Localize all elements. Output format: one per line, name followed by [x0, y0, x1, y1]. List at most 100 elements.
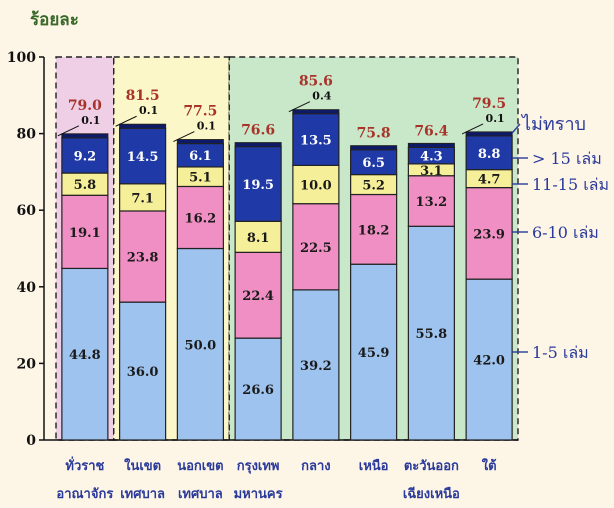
category-label-2-b: เทศบาล	[178, 487, 223, 502]
bar-seg-0-5	[350, 263, 398, 441]
bar-seg-3-1	[119, 127, 167, 185]
bar-seg-2-1	[119, 183, 167, 212]
bar-label-1-6: 13.2	[416, 195, 448, 210]
category-label-0-a: ทั่วราช	[65, 456, 104, 474]
bar-seg-3-0	[61, 137, 109, 174]
bar-seg-1-3	[234, 251, 282, 339]
bar-label-1-4: 22.5	[300, 241, 332, 256]
bar-label-0-4: 39.2	[300, 359, 332, 374]
total-label-4: 85.6	[299, 74, 333, 90]
bar-seg-3-7	[465, 135, 513, 171]
bar-cap-4	[292, 109, 340, 115]
total-label-1: 81.5	[126, 88, 160, 104]
bar-label-1-1: 23.8	[127, 251, 159, 266]
bar-cap-6	[407, 142, 455, 148]
category-label-0-b: อาณาจักร	[56, 487, 113, 502]
bar-label-0-2: 50.0	[185, 338, 217, 353]
bar-label-2-3: 8.1	[247, 231, 270, 246]
bar-seg-1-6	[407, 175, 455, 227]
bar-seg-0-0	[61, 267, 109, 441]
bar-cap-5	[350, 145, 398, 151]
bar-seg-2-4	[292, 164, 340, 205]
legend-label-0: 1-5 เล่ม	[532, 343, 589, 362]
category-label-1-a: ในเขต	[124, 457, 161, 474]
legend-label-3: > 15 เล่ม	[532, 149, 602, 168]
bar-label-2-2: 5.1	[189, 171, 212, 186]
bar-seg-1-2	[176, 185, 224, 250]
bar-label-0-6: 55.8	[416, 327, 448, 342]
total-label-2: 77.5	[183, 104, 217, 120]
y-tick-label-100: 100	[7, 50, 36, 66]
bar-label-3-1: 14.5	[127, 150, 159, 165]
bar-label-0-0: 44.8	[69, 348, 101, 363]
bar-label-2-5: 5.2	[362, 179, 385, 194]
bar-label-2-1: 7.1	[131, 191, 154, 206]
y-tick-label-80: 80	[17, 127, 37, 143]
y-tick-label-60: 60	[17, 203, 37, 219]
total-label-0: 79.0	[68, 98, 102, 114]
unknown-label-7: 0.1	[486, 112, 505, 125]
category-label-2-a: นอกเขต	[177, 459, 223, 474]
total-label-3: 76.6	[241, 123, 275, 139]
bar-seg-0-3	[234, 337, 282, 441]
legend-label-2: 11-15 เล่ม	[532, 175, 609, 194]
bar-seg-1-0	[61, 194, 109, 270]
y-tick-label-40: 40	[17, 280, 37, 296]
bar-seg-0-2	[176, 247, 224, 441]
unknown-label-0: 0.1	[81, 114, 100, 127]
y-axis-title: ร้อยละ	[30, 10, 79, 30]
unknown-leader-2	[173, 131, 195, 143]
bar-cap-0	[61, 133, 109, 139]
bar-label-2-0: 5.8	[74, 178, 97, 193]
bar-label-2-7: 4.7	[478, 173, 501, 188]
unknown-leader-4	[288, 101, 311, 113]
bar-label-0-1: 36.0	[127, 365, 159, 380]
unknown-label-2: 0.1	[197, 120, 216, 133]
bar-label-0-3: 26.6	[242, 383, 274, 398]
bar-seg-2-3	[234, 220, 282, 253]
bar-seg-1-1	[119, 210, 167, 303]
bar-label-3-2: 6.1	[189, 149, 212, 164]
bar-label-1-0: 19.1	[69, 226, 101, 241]
bar-label-3-3: 19.5	[242, 178, 274, 193]
bar-seg-0-1	[119, 301, 167, 441]
category-label-5-a: เหนือ	[359, 458, 389, 474]
category-label-3-b: มหานคร	[234, 487, 283, 502]
bar-label-3-7: 8.8	[478, 147, 501, 162]
total-label-6: 76.4	[414, 123, 448, 139]
bar-label-2-4: 10.0	[300, 179, 332, 194]
bar-seg-0-6	[407, 225, 455, 441]
total-label-5: 75.8	[357, 126, 391, 142]
bar-cap-7	[465, 131, 513, 137]
y-tick-label-20: 20	[17, 356, 37, 372]
bar-label-3-0: 9.2	[74, 149, 97, 164]
bar-label-1-7: 23.9	[473, 227, 505, 242]
bar-seg-0-4	[292, 289, 340, 441]
category-label-6-a: ตะวันออก	[404, 459, 459, 474]
unknown-leader-7	[461, 123, 484, 135]
bar-cap-2	[176, 139, 224, 145]
unknown-leader-0	[57, 125, 80, 137]
bar-seg-3-3	[234, 146, 282, 222]
unknown-label-1: 0.1	[139, 104, 158, 117]
bar-label-1-5: 18.2	[358, 223, 390, 238]
bar-label-3-5: 6.5	[362, 156, 385, 171]
bar-seg-3-5	[350, 149, 398, 176]
bar-label-0-5: 45.9	[358, 346, 390, 361]
legend-leader-4	[511, 123, 521, 134]
bar-label-2-6: 3.1	[420, 164, 443, 179]
bar-label-0-7: 42.0	[473, 354, 505, 369]
category-label-6-b: เฉียงเหนือ	[403, 486, 460, 502]
bar-label-1-3: 22.4	[242, 289, 274, 304]
y-tick-label-0: 0	[26, 433, 36, 449]
category-label-1-b: เทศบาล	[120, 487, 165, 502]
bar-seg-3-4	[292, 113, 340, 166]
bar-label-1-2: 16.2	[185, 211, 217, 226]
bar-label-3-6: 4.3	[420, 150, 443, 165]
category-label-3-a: กรุงเทพ	[237, 459, 280, 474]
legend-label-1: 6-10 เล่ม	[532, 223, 599, 242]
legend-label-4: ไม่ทราบ	[520, 113, 586, 135]
category-label-7-a: ใต้	[482, 457, 497, 474]
bar-cap-1	[119, 123, 167, 129]
